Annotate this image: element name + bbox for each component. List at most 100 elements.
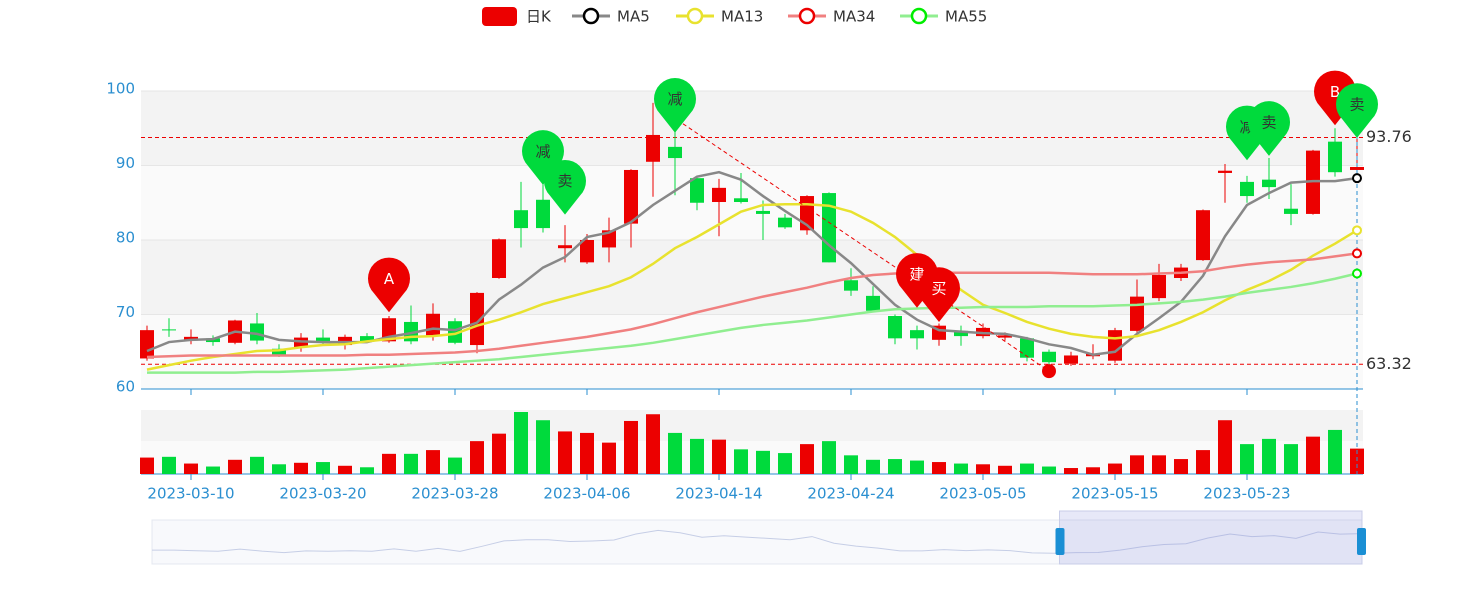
volume-bar [690, 438, 704, 474]
volume-bar [1284, 444, 1298, 474]
mark-line-label: 93.76 [1366, 127, 1412, 146]
volume-bar [470, 441, 484, 474]
volume-bar [514, 412, 528, 474]
candle-body [1284, 208, 1298, 214]
x-tick-label: 2023-04-24 [807, 485, 894, 503]
candle-body [1218, 170, 1232, 173]
ma-line [146, 170, 1358, 357]
volume-bar [184, 463, 198, 474]
candle-body [734, 198, 748, 203]
volume-bar [624, 420, 638, 474]
legend-item[interactable]: MA55 [900, 8, 987, 26]
marker-pin [368, 257, 411, 313]
volume-bar [822, 441, 836, 474]
y-tick-label: 100 [106, 80, 135, 98]
legend-item[interactable]: MA13 [676, 8, 763, 26]
candle-body [712, 187, 726, 203]
volume-bar [228, 459, 242, 474]
candle-body [470, 292, 484, 346]
volume-bar [580, 432, 594, 474]
volume-bar [800, 444, 814, 474]
y-tick-label: 90 [116, 154, 135, 172]
volume-bar [382, 453, 396, 474]
volume-bar [844, 455, 858, 474]
legend-item[interactable]: MA34 [788, 8, 875, 26]
volume-bar [1240, 444, 1254, 474]
volume-bar [272, 464, 286, 474]
min-point [1042, 364, 1056, 379]
candle-body [888, 315, 902, 339]
x-tick-label: 2023-05-05 [939, 485, 1026, 503]
candle-body [822, 193, 836, 263]
zoom-handle[interactable] [1055, 528, 1065, 555]
candle-body [668, 146, 682, 159]
volume-bar [734, 449, 748, 474]
marker-label: B [1330, 83, 1340, 101]
volume-bar [712, 439, 726, 474]
ma-point [1352, 173, 1362, 184]
marker-label: 减 [535, 142, 550, 160]
ma-line [146, 252, 1358, 359]
marker-label: 买 [931, 279, 946, 297]
volume-bar [998, 465, 1012, 474]
volume-bar [206, 466, 220, 474]
volume-bar [1306, 436, 1320, 474]
marker-label: 卖 [557, 172, 572, 190]
candle-body [492, 239, 506, 278]
y-tick-label: 70 [116, 303, 135, 321]
volume-bar [558, 431, 572, 474]
legend-icon [798, 7, 816, 25]
candle-body [1130, 296, 1144, 331]
volume-bar [1350, 448, 1364, 474]
volume-bar [1086, 467, 1100, 474]
volume-bar [448, 457, 462, 474]
candle-body [514, 210, 528, 229]
candle-body [1042, 351, 1056, 363]
ma-point [1352, 268, 1362, 279]
candle-body [646, 134, 660, 162]
marker-pin [654, 78, 696, 133]
zoom-window[interactable] [1059, 510, 1363, 565]
volume-bar [976, 464, 990, 474]
candle-body [1020, 338, 1034, 358]
candle-body [272, 348, 286, 356]
volume-bar [1108, 463, 1122, 474]
volume-bar [668, 432, 682, 474]
candle-body [866, 295, 880, 311]
candle-body [1108, 330, 1122, 361]
trend-line [682, 123, 1050, 372]
candle-body [624, 169, 638, 224]
marker-label: A [384, 270, 395, 288]
candle-body [140, 330, 154, 359]
legend-item[interactable]: 日K [482, 7, 552, 26]
volume-bar [492, 433, 506, 474]
volume-bar [316, 462, 330, 474]
x-tick-label: 2023-03-28 [411, 485, 498, 503]
candle-body [1064, 355, 1078, 364]
volume-bar [1020, 463, 1034, 474]
zoom-handle[interactable] [1357, 528, 1366, 555]
volume-bar [426, 450, 440, 474]
volume-bar [140, 457, 154, 474]
volume-bar [932, 462, 946, 474]
legend-label: MA34 [833, 8, 875, 26]
candle-body [1196, 210, 1210, 261]
y-tick-label: 60 [116, 378, 135, 396]
x-tick-label: 2023-05-23 [1203, 485, 1290, 503]
volume-bar [778, 453, 792, 474]
legend-label: MA13 [721, 8, 763, 26]
volume-bar [1130, 455, 1144, 474]
candle-body [1350, 166, 1364, 170]
legend-item[interactable]: MA5 [572, 8, 650, 26]
mark-line-label: 63.32 [1366, 354, 1412, 373]
marker-label: 卖 [1261, 113, 1276, 131]
volume-bar [294, 462, 308, 474]
candle-body [602, 230, 616, 248]
legend-icon [686, 7, 704, 25]
candle-body [580, 240, 594, 263]
legend-icon [910, 7, 928, 25]
legend-icon [582, 7, 600, 25]
candle-body [426, 313, 440, 336]
x-tick-label: 2023-03-20 [279, 485, 366, 503]
legend-icon [482, 7, 517, 26]
